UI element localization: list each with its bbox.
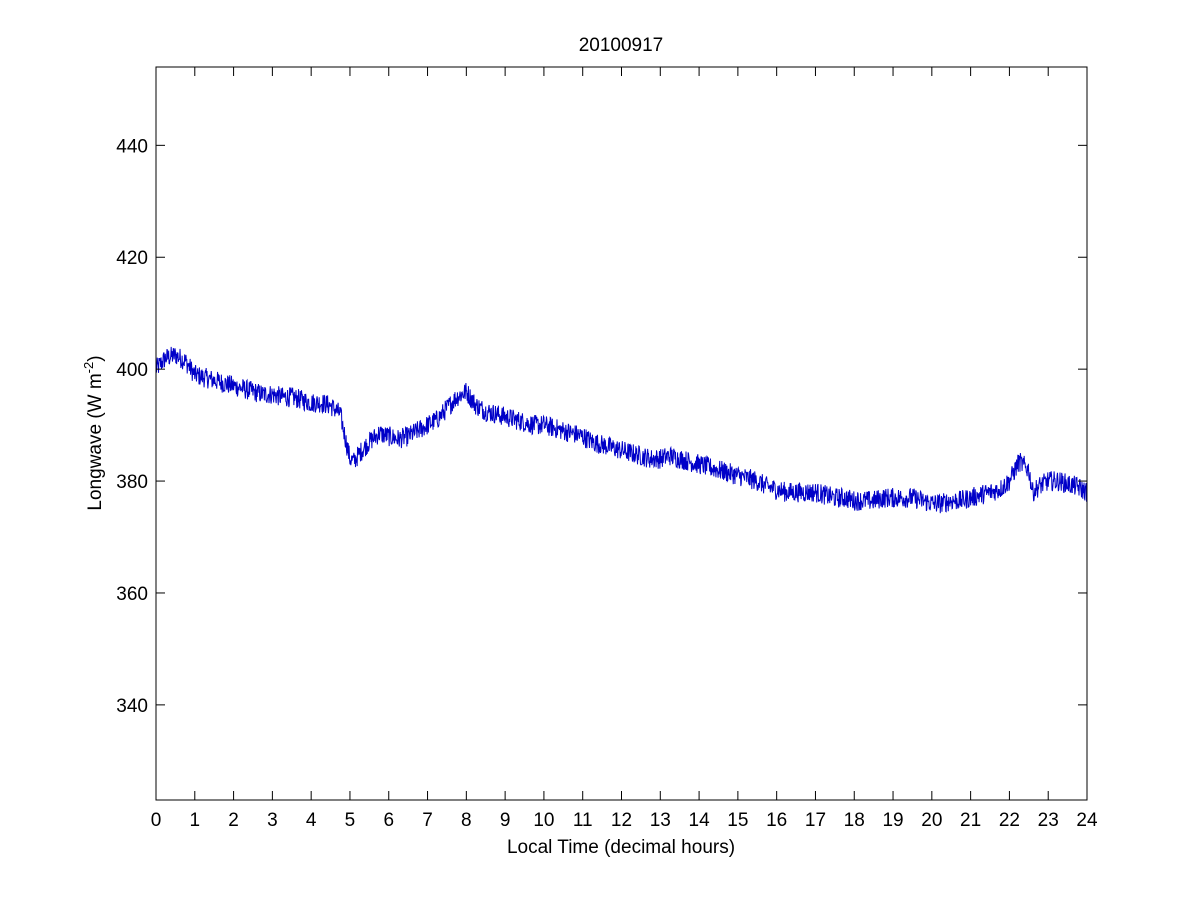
x-tick-label: 10	[533, 810, 554, 831]
x-tick-label: 3	[267, 810, 278, 831]
x-tick-label: 2	[228, 810, 239, 831]
y-axis-label-suffix: )	[85, 355, 106, 361]
x-tick-label: 0	[151, 810, 162, 831]
y-tick-label: 340	[116, 696, 148, 717]
x-tick-label: 15	[727, 810, 748, 831]
y-tick-label: 440	[116, 136, 148, 157]
y-tick-label: 400	[116, 360, 148, 381]
y-tick-label: 360	[116, 584, 148, 605]
series-line	[155, 346, 1088, 514]
y-axis-label-text: Longwave (W m	[85, 373, 106, 510]
x-axis-label: Local Time (decimal hours)	[507, 837, 735, 858]
y-tick-label: 380	[116, 472, 148, 493]
x-tick-label: 24	[1076, 810, 1098, 831]
x-tick-label: 9	[500, 810, 511, 831]
x-tick-label: 20	[921, 810, 942, 831]
x-tick-label: 6	[383, 810, 394, 831]
x-tick-label: 7	[422, 810, 433, 831]
y-axis-label-superscript: -2	[81, 362, 96, 374]
x-tick-label: 1	[190, 810, 201, 831]
y-tick-label: 420	[116, 248, 148, 269]
x-tick-label: 16	[766, 810, 787, 831]
x-tick-label: 22	[999, 810, 1020, 831]
x-tick-label: 14	[689, 810, 711, 831]
x-tick-label: 5	[345, 810, 356, 831]
x-tick-label: 21	[960, 810, 981, 831]
x-tick-label: 17	[805, 810, 826, 831]
x-tick-label: 11	[573, 810, 593, 831]
x-tick-label: 8	[461, 810, 472, 831]
x-tick-label: 19	[882, 810, 903, 831]
x-tick-label: 23	[1038, 810, 1059, 831]
chart-title: 20100917	[579, 35, 664, 56]
x-tick-label: 13	[650, 810, 671, 831]
y-axis-label: Longwave (W m-2)	[81, 355, 106, 510]
plot-area	[156, 67, 1087, 800]
x-tick-label: 18	[844, 810, 865, 831]
x-tick-label: 12	[611, 810, 632, 831]
x-tick-label: 4	[306, 810, 317, 831]
